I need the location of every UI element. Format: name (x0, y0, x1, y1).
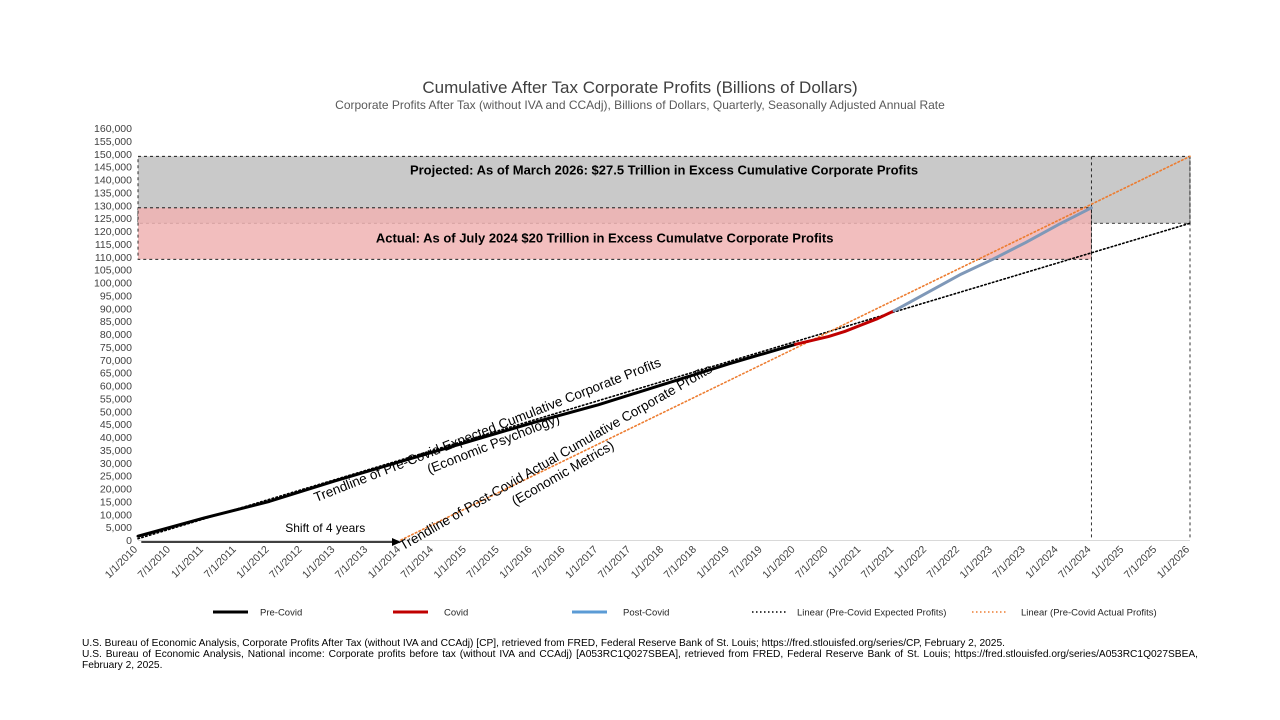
y-tick-label: 25,000 (100, 471, 132, 483)
x-tick-label: 1/1/2011 (169, 544, 206, 581)
x-tick-label: 7/1/2024 (1056, 544, 1093, 581)
y-tick-label: 50,000 (100, 406, 132, 418)
band-rect (137, 207, 1092, 260)
x-tick-label: 7/1/2020 (793, 544, 830, 581)
y-tick-label: 95,000 (100, 290, 132, 302)
x-tick-label: 1/1/2026 (1155, 544, 1192, 581)
y-tick-label: 65,000 (100, 368, 132, 380)
legend: Pre-Covid Covid Post-Covid Linear (Pre-Covi… (213, 608, 1157, 619)
x-tick-label: 1/1/2021 (826, 544, 863, 581)
legend-label: Linear (Pre-Covid Actual Profits) (1021, 608, 1157, 619)
sources: U.S. Bureau of Economic Analysis, Corpor… (82, 638, 1198, 671)
y-tick-label: 100,000 (94, 278, 132, 290)
x-tick-label: 1/1/2015 (431, 544, 468, 581)
y-tick-label: 135,000 (94, 187, 132, 199)
x-tick-label: 1/1/2016 (497, 544, 534, 581)
series-line (892, 206, 1093, 313)
y-tick-label: 130,000 (94, 200, 132, 212)
x-tick-label: 7/1/2012 (267, 544, 304, 581)
y-tick-label: 80,000 (100, 329, 132, 341)
x-tick-label: 1/1/2020 (760, 544, 797, 581)
legend-label: Covid (444, 608, 468, 619)
y-tick-label: 90,000 (100, 303, 132, 315)
x-tick-label: 1/1/2023 (957, 544, 994, 581)
y-tick-label: 55,000 (100, 393, 132, 405)
source-line: U.S. Bureau of Economic Analysis, Nation… (82, 649, 1198, 671)
x-tick-label: 1/1/2019 (694, 544, 731, 581)
y-tick-label: 10,000 (100, 509, 132, 521)
series-line (794, 309, 896, 346)
x-tick-label: 1/1/2010 (103, 544, 140, 581)
x-tick-label: 7/1/2015 (464, 544, 501, 581)
chart-subtitle: Corporate Profits After Tax (without IVA… (335, 98, 945, 112)
chart-title: Cumulative After Tax Corporate Profits (… (422, 78, 858, 97)
band-label: Projected: As of March 2026: $27.5 Trill… (410, 162, 918, 177)
y-tick-label: 140,000 (94, 175, 132, 187)
x-tick-label: 7/1/2018 (662, 544, 699, 581)
y-tick-label: 160,000 (94, 123, 132, 135)
x-tick-label: 1/1/2013 (300, 544, 337, 581)
y-tick-label: 0 (126, 535, 132, 547)
y-tick-label: 60,000 (100, 381, 132, 393)
y-tick-label: 155,000 (94, 136, 132, 148)
x-tick-label: 1/1/2025 (1089, 544, 1126, 581)
y-tick-label: 85,000 (100, 316, 132, 328)
series-line (136, 342, 797, 538)
x-tick-label: 7/1/2013 (333, 544, 370, 581)
shift-arrow-head (392, 538, 401, 546)
x-tick-label: 7/1/2016 (530, 544, 567, 581)
y-tick-label: 45,000 (100, 419, 132, 431)
y-tick-label: 20,000 (100, 484, 132, 496)
shift-annotation: Shift of 4 years (285, 521, 365, 535)
x-tick-label: 1/1/2012 (234, 544, 271, 581)
y-tick-label: 35,000 (100, 445, 132, 457)
y-tick-label: 150,000 (94, 149, 132, 161)
bands-layer: Projected: As of March 2026: $27.5 Trill… (137, 155, 1191, 540)
x-tick-label: 1/1/2024 (1023, 544, 1060, 581)
series-line (137, 222, 1191, 540)
legend-label: Post-Covid (623, 608, 669, 619)
y-tick-label: 5,000 (106, 522, 132, 534)
y-tick-label: 105,000 (94, 265, 132, 277)
y-tick-label: 70,000 (100, 355, 132, 367)
series-layer (136, 155, 1191, 541)
y-tick-label: 125,000 (94, 213, 132, 225)
series-line (400, 155, 1191, 541)
y-tick-label: 115,000 (95, 239, 132, 251)
legend-label: Pre-Covid (260, 608, 302, 619)
y-tick-label: 15,000 (100, 496, 132, 508)
y-tick-label: 40,000 (100, 432, 132, 444)
band-label: Actual: As of July 2024 $20 Trillion in … (376, 230, 834, 245)
y-tick-label: 30,000 (100, 458, 132, 470)
x-tick-label: 7/1/2010 (136, 544, 173, 581)
y-tick-label: 110,000 (95, 252, 132, 264)
x-tick-label: 7/1/2019 (727, 544, 764, 581)
x-tick-label: 1/1/2022 (892, 544, 929, 581)
x-tick-label: 7/1/2023 (990, 544, 1027, 581)
x-tick-label: 1/1/2014 (366, 544, 403, 581)
x-tick-label: 1/1/2018 (629, 544, 666, 581)
y-tick-label: 145,000 (94, 162, 132, 174)
x-tick-label: 7/1/2025 (1122, 544, 1159, 581)
x-tick-label: 7/1/2011 (202, 544, 239, 581)
x-tick-label: 7/1/2017 (596, 544, 633, 581)
legend-label: Linear (Pre-Covid Expected Profits) (797, 608, 946, 619)
y-tick-label: 120,000 (94, 226, 132, 238)
y-tick-label: 75,000 (100, 342, 132, 354)
source-line: U.S. Bureau of Economic Analysis, Corpor… (82, 638, 1005, 649)
x-tick-label: 1/1/2017 (563, 544, 600, 581)
x-tick-label: 7/1/2021 (859, 544, 896, 581)
x-tick-label: 7/1/2022 (925, 544, 962, 581)
